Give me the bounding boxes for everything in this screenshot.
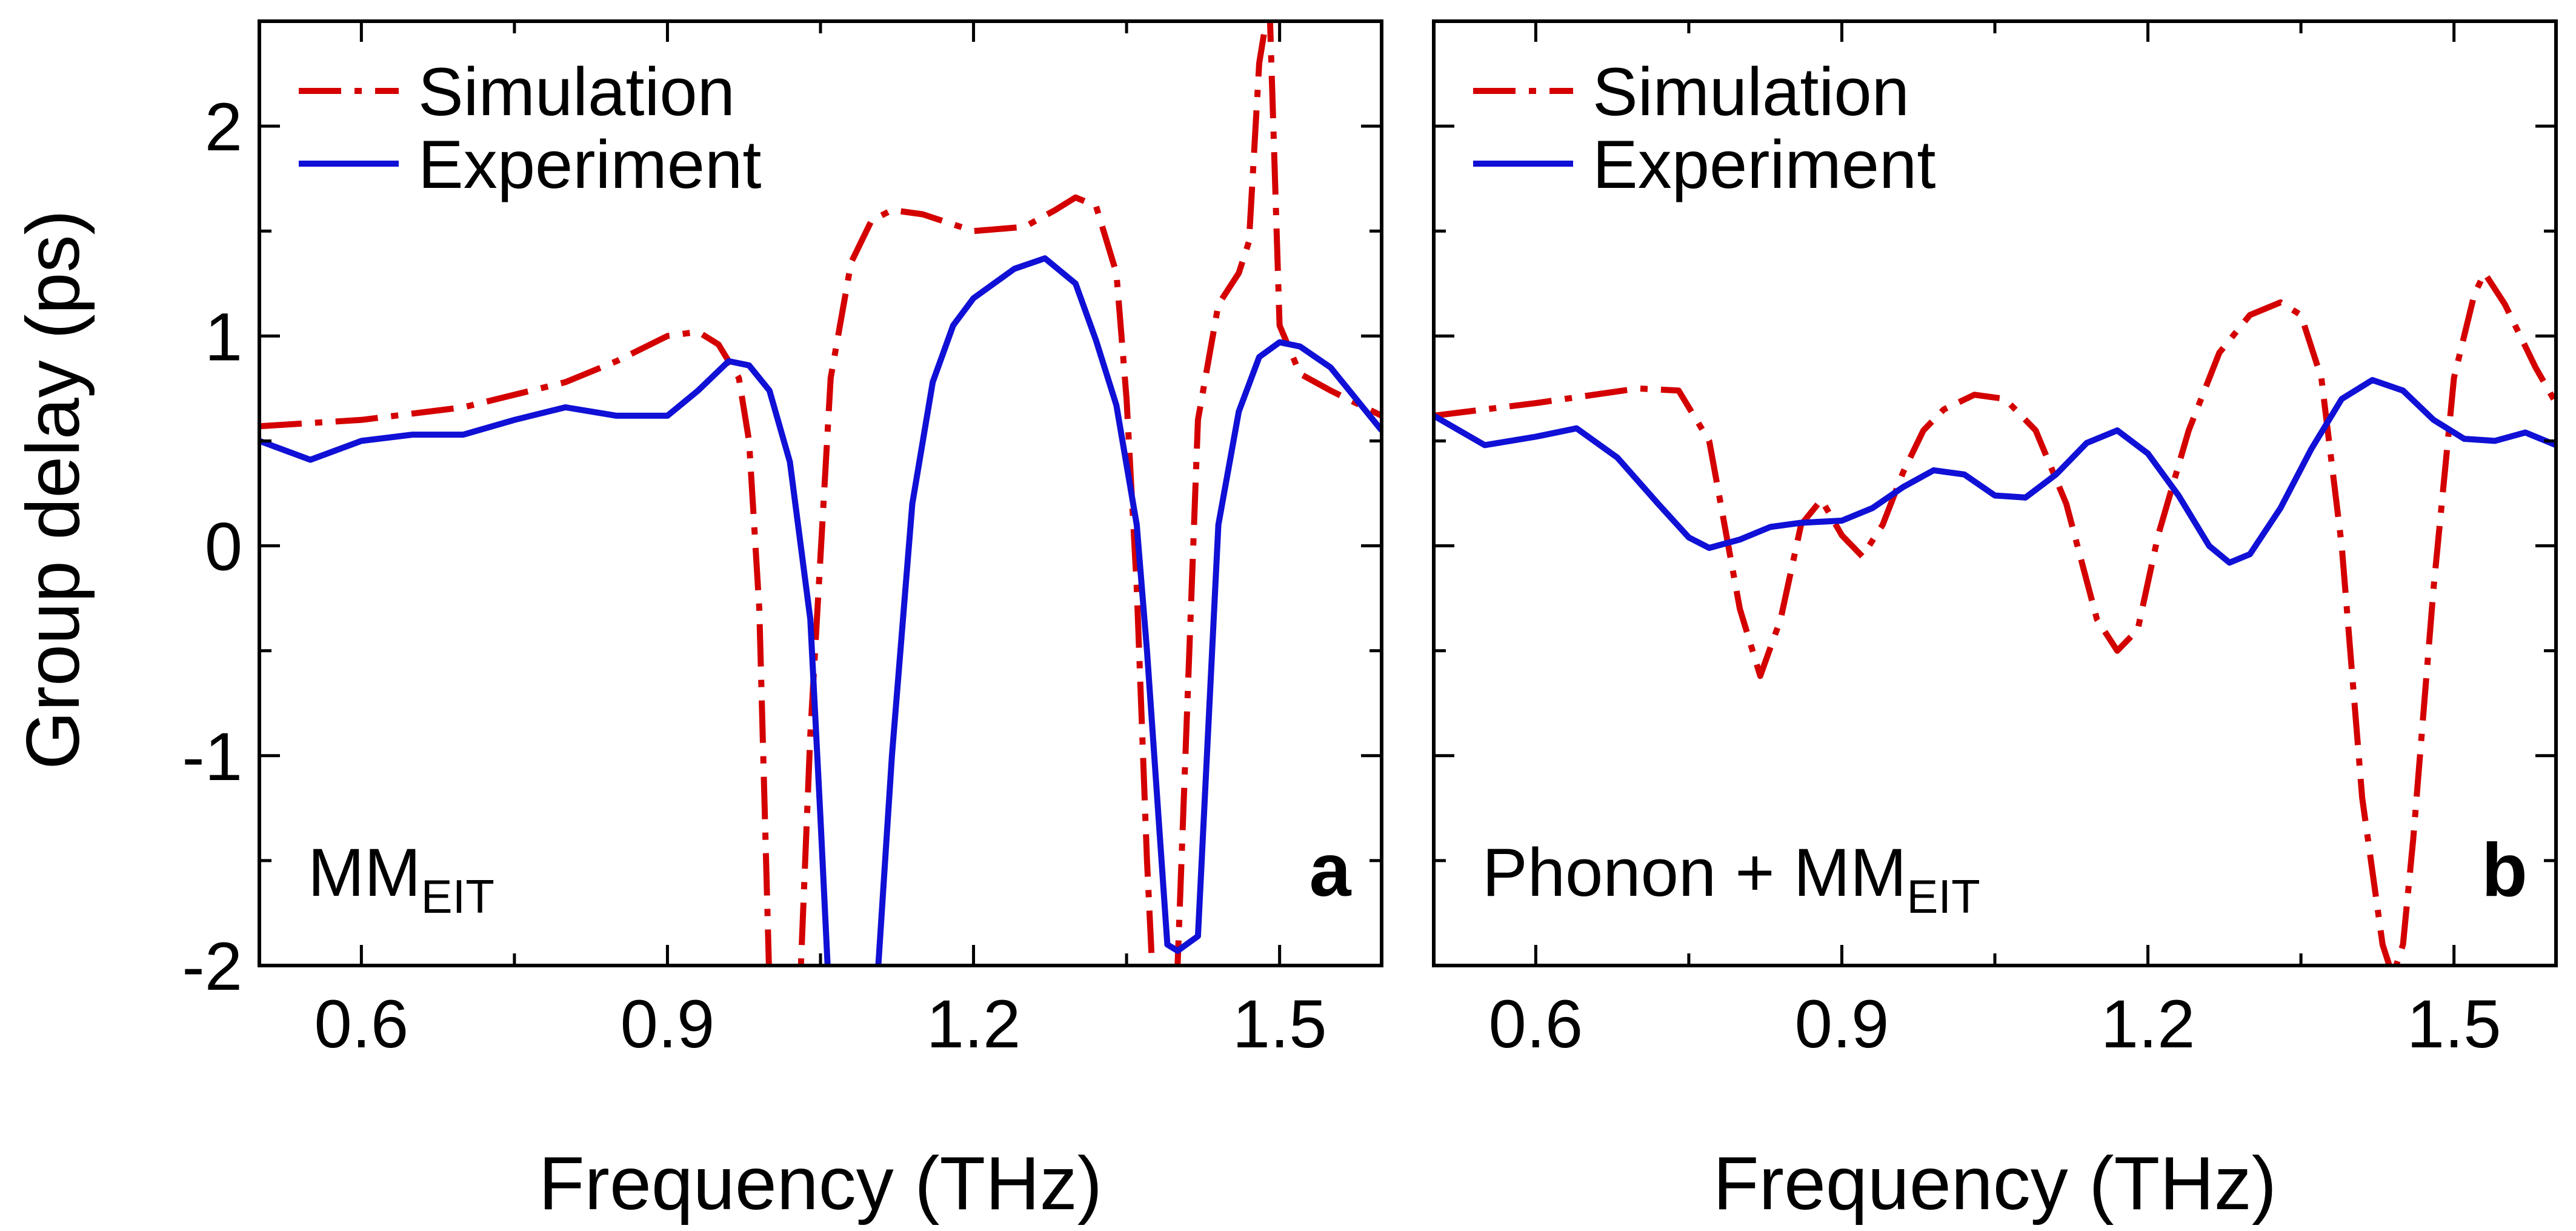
- y-axis-title: Group delay (ps): [12, 210, 95, 770]
- legend-label-experiment: Experiment: [1593, 127, 1935, 202]
- y-tick-label: 2: [205, 89, 242, 165]
- panel-a: 0.6 0.9 1.2 1.5 -2 -1 0 1 2 Frequency (THz) Simula…: [182, 19, 1383, 1226]
- legend-label-experiment: Experiment: [418, 127, 761, 202]
- legend-label-simulation: Simulation: [418, 54, 735, 130]
- y-tick-label: 0: [205, 509, 242, 585]
- panel-letter: b: [2481, 829, 2528, 912]
- series-line-experiment: [1434, 377, 2556, 566]
- plot-area: [1434, 270, 2556, 966]
- panel-annotation: Phonon + MMEIT: [1482, 835, 1980, 923]
- panel-annotation: MMEIT: [308, 835, 494, 923]
- x-axis-title: Frequency (THz): [539, 1142, 1102, 1226]
- panel-letter: a: [1310, 829, 1352, 912]
- x-tick-label: 1.5: [1233, 986, 1327, 1062]
- series-line-simulation: [1434, 270, 2556, 966]
- y-tick-label: -2: [182, 929, 242, 1004]
- x-tick-label: 1.2: [927, 986, 1021, 1062]
- x-tick-label: 1.2: [2101, 986, 2195, 1062]
- series-line-simulation: [259, 21, 1382, 966]
- x-tick-label: 0.9: [621, 986, 715, 1062]
- x-axis-title: Frequency (THz): [1713, 1142, 2277, 1226]
- x-tick-label: 0.6: [315, 986, 409, 1062]
- series-line-experiment: [259, 255, 1382, 966]
- x-tick-label: 0.9: [1795, 986, 1889, 1062]
- panel-b: 0.6 0.9 1.2 1.5 Frequency (THz) SimulationExp…: [1432, 19, 2558, 1226]
- x-tick-label: 0.6: [1489, 986, 1583, 1062]
- y-tick-label: -1: [182, 719, 242, 795]
- legend-label-simulation: Simulation: [1593, 54, 1909, 130]
- plot-area: [259, 21, 1382, 966]
- x-tick-label: 1.5: [2407, 986, 2501, 1062]
- y-tick-label: 1: [205, 299, 242, 375]
